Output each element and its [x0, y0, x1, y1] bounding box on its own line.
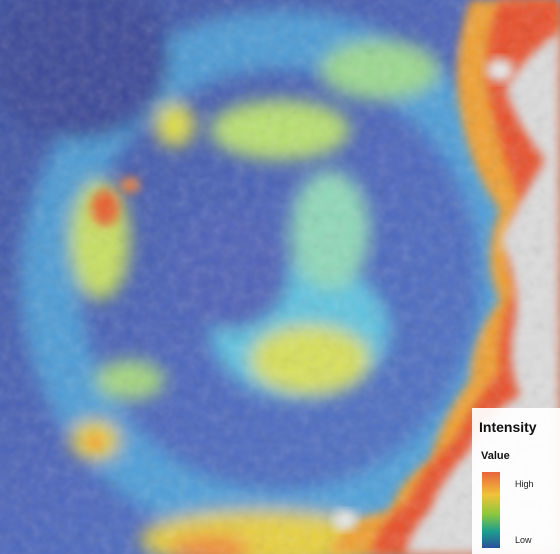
legend: Intensity Value High Low — [472, 408, 560, 554]
heatmap-view: Intensity Value High Low — [0, 0, 560, 554]
legend-title: Intensity — [479, 419, 537, 435]
page: Intensity Value High Low (() => { const … — [0, 0, 560, 554]
legend-color-bar — [482, 472, 500, 548]
legend-subtitle: Value — [481, 450, 510, 462]
legend-low-label: Low — [515, 535, 532, 545]
legend-high-label: High — [515, 479, 534, 489]
